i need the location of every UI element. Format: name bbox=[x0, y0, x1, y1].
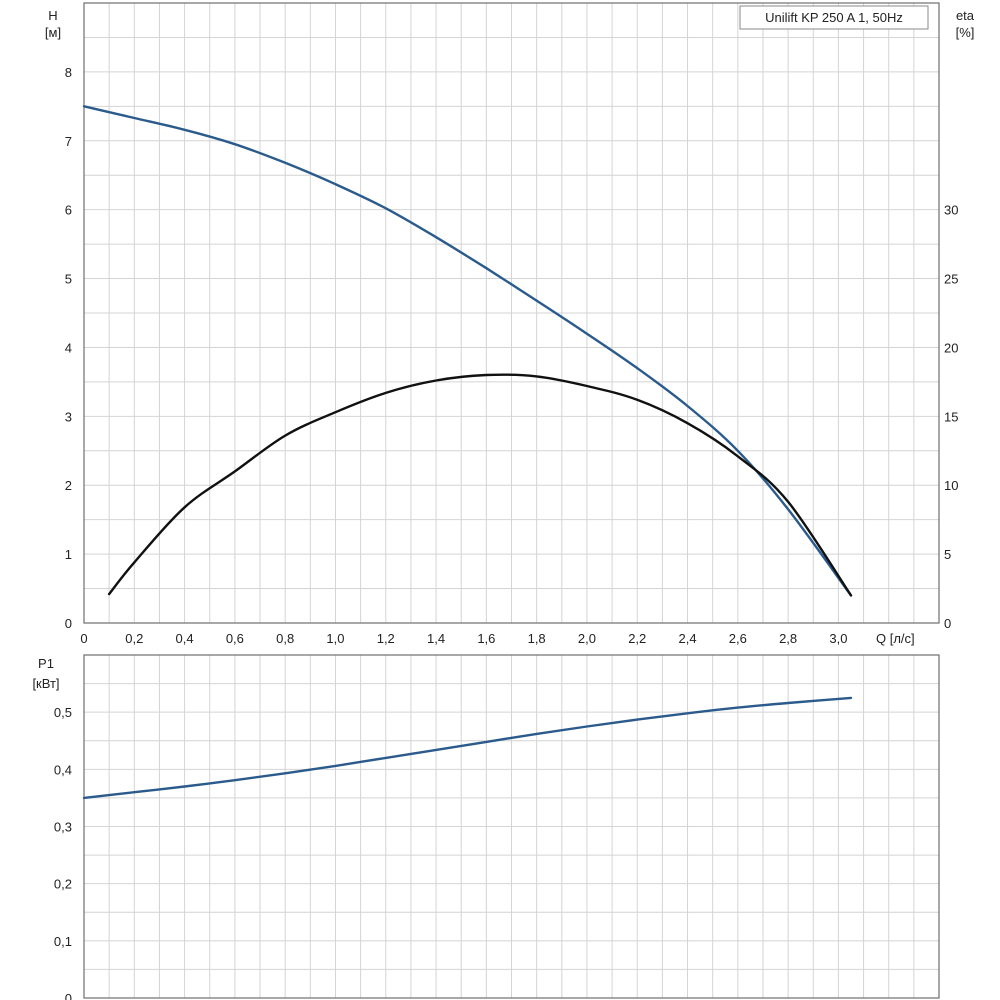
top-right-y-tick-labels: 0 5 10 15 20 25 30 bbox=[944, 203, 958, 631]
x-tick-label: 3,0 bbox=[829, 631, 847, 646]
right-axis-name: eta bbox=[956, 8, 975, 23]
left-y-tick-label: 6 bbox=[65, 203, 72, 218]
left-y-tick-label: 1 bbox=[65, 547, 72, 562]
right-y-tick-label: 0 bbox=[944, 616, 951, 631]
power-y-tick-label: 0 bbox=[65, 991, 72, 1000]
x-tick-label: 1,4 bbox=[427, 631, 445, 646]
bottom-plot-frame bbox=[83, 654, 940, 999]
left-y-tick-label: 4 bbox=[65, 340, 72, 355]
left-y-tick-label: 3 bbox=[65, 409, 72, 424]
power-y-tick-label: 0,4 bbox=[54, 762, 72, 777]
x-tick-label: 2,4 bbox=[678, 631, 696, 646]
power-y-tick-label: 0,3 bbox=[54, 820, 72, 835]
top-grid bbox=[84, 3, 939, 623]
x-tick-label: 0,6 bbox=[226, 631, 244, 646]
x-tick-label: 1,2 bbox=[377, 631, 395, 646]
top-x-tick-labels: 0 0,2 0,4 0,6 0,8 1,0 1,2 1,4 1,6 1,8 2,0 2,2 2,4 2,6… bbox=[80, 631, 847, 646]
x-tick-label: 2,2 bbox=[628, 631, 646, 646]
left-y-tick-label: 0 bbox=[65, 616, 72, 631]
x-tick-label: 2,0 bbox=[578, 631, 596, 646]
left-axis-unit: [м] bbox=[45, 25, 61, 40]
power-chart: 0 0,1 0,2 0,3 0,4 0,5 P1 [кВт] bbox=[32, 654, 940, 1000]
right-y-tick-label: 20 bbox=[944, 340, 958, 355]
top-left-y-tick-labels: 0 1 2 3 4 5 6 7 8 bbox=[65, 65, 72, 631]
right-y-tick-label: 10 bbox=[944, 478, 958, 493]
right-axis-unit: [%] bbox=[956, 25, 975, 40]
right-y-tick-label: 30 bbox=[944, 203, 958, 218]
left-y-tick-label: 8 bbox=[65, 65, 72, 80]
right-y-tick-label: 25 bbox=[944, 272, 958, 287]
left-y-tick-label: 7 bbox=[65, 134, 72, 149]
x-tick-label: 0 bbox=[80, 631, 87, 646]
x-tick-label: 1,8 bbox=[528, 631, 546, 646]
x-tick-label: 1,6 bbox=[477, 631, 495, 646]
power-curve bbox=[82, 696, 853, 800]
power-y-tick-label: 0,1 bbox=[54, 934, 72, 949]
x-tick-label: 0,2 bbox=[125, 631, 143, 646]
top-series bbox=[82, 105, 853, 597]
bottom-y-tick-labels: 0 0,1 0,2 0,3 0,4 0,5 bbox=[54, 705, 72, 1000]
bottom-series bbox=[82, 696, 853, 800]
x-tick-label: 0,8 bbox=[276, 631, 294, 646]
power-y-tick-label: 0,2 bbox=[54, 877, 72, 892]
power-axis-unit: [кВт] bbox=[32, 676, 59, 691]
left-y-tick-label: 2 bbox=[65, 478, 72, 493]
left-axis-name: H bbox=[48, 8, 57, 23]
x-tick-label: 2,8 bbox=[779, 631, 797, 646]
head-efficiency-chart: 0 0,2 0,4 0,6 0,8 1,0 1,2 1,4 1,6 1,8 2,0 2,2 2,4 2,6… bbox=[45, 2, 975, 646]
power-y-tick-label: 0,5 bbox=[54, 705, 72, 720]
efficiency-curve bbox=[107, 373, 853, 597]
x-tick-label: 1,0 bbox=[326, 631, 344, 646]
head-curve bbox=[82, 105, 853, 597]
power-axis-name: P1 bbox=[38, 656, 54, 671]
chart-title: Unilift KP 250 A 1, 50Hz bbox=[765, 10, 903, 25]
x-tick-label: 0,4 bbox=[176, 631, 194, 646]
chart-title-box bbox=[739, 5, 929, 30]
x-axis-label: Q [л/с] bbox=[876, 631, 915, 646]
left-y-tick-label: 5 bbox=[65, 272, 72, 287]
right-y-tick-label: 15 bbox=[944, 409, 958, 424]
x-tick-label: 2,6 bbox=[729, 631, 747, 646]
top-plot-frame bbox=[83, 2, 940, 624]
right-y-tick-label: 5 bbox=[944, 547, 951, 562]
bottom-grid bbox=[84, 655, 939, 998]
